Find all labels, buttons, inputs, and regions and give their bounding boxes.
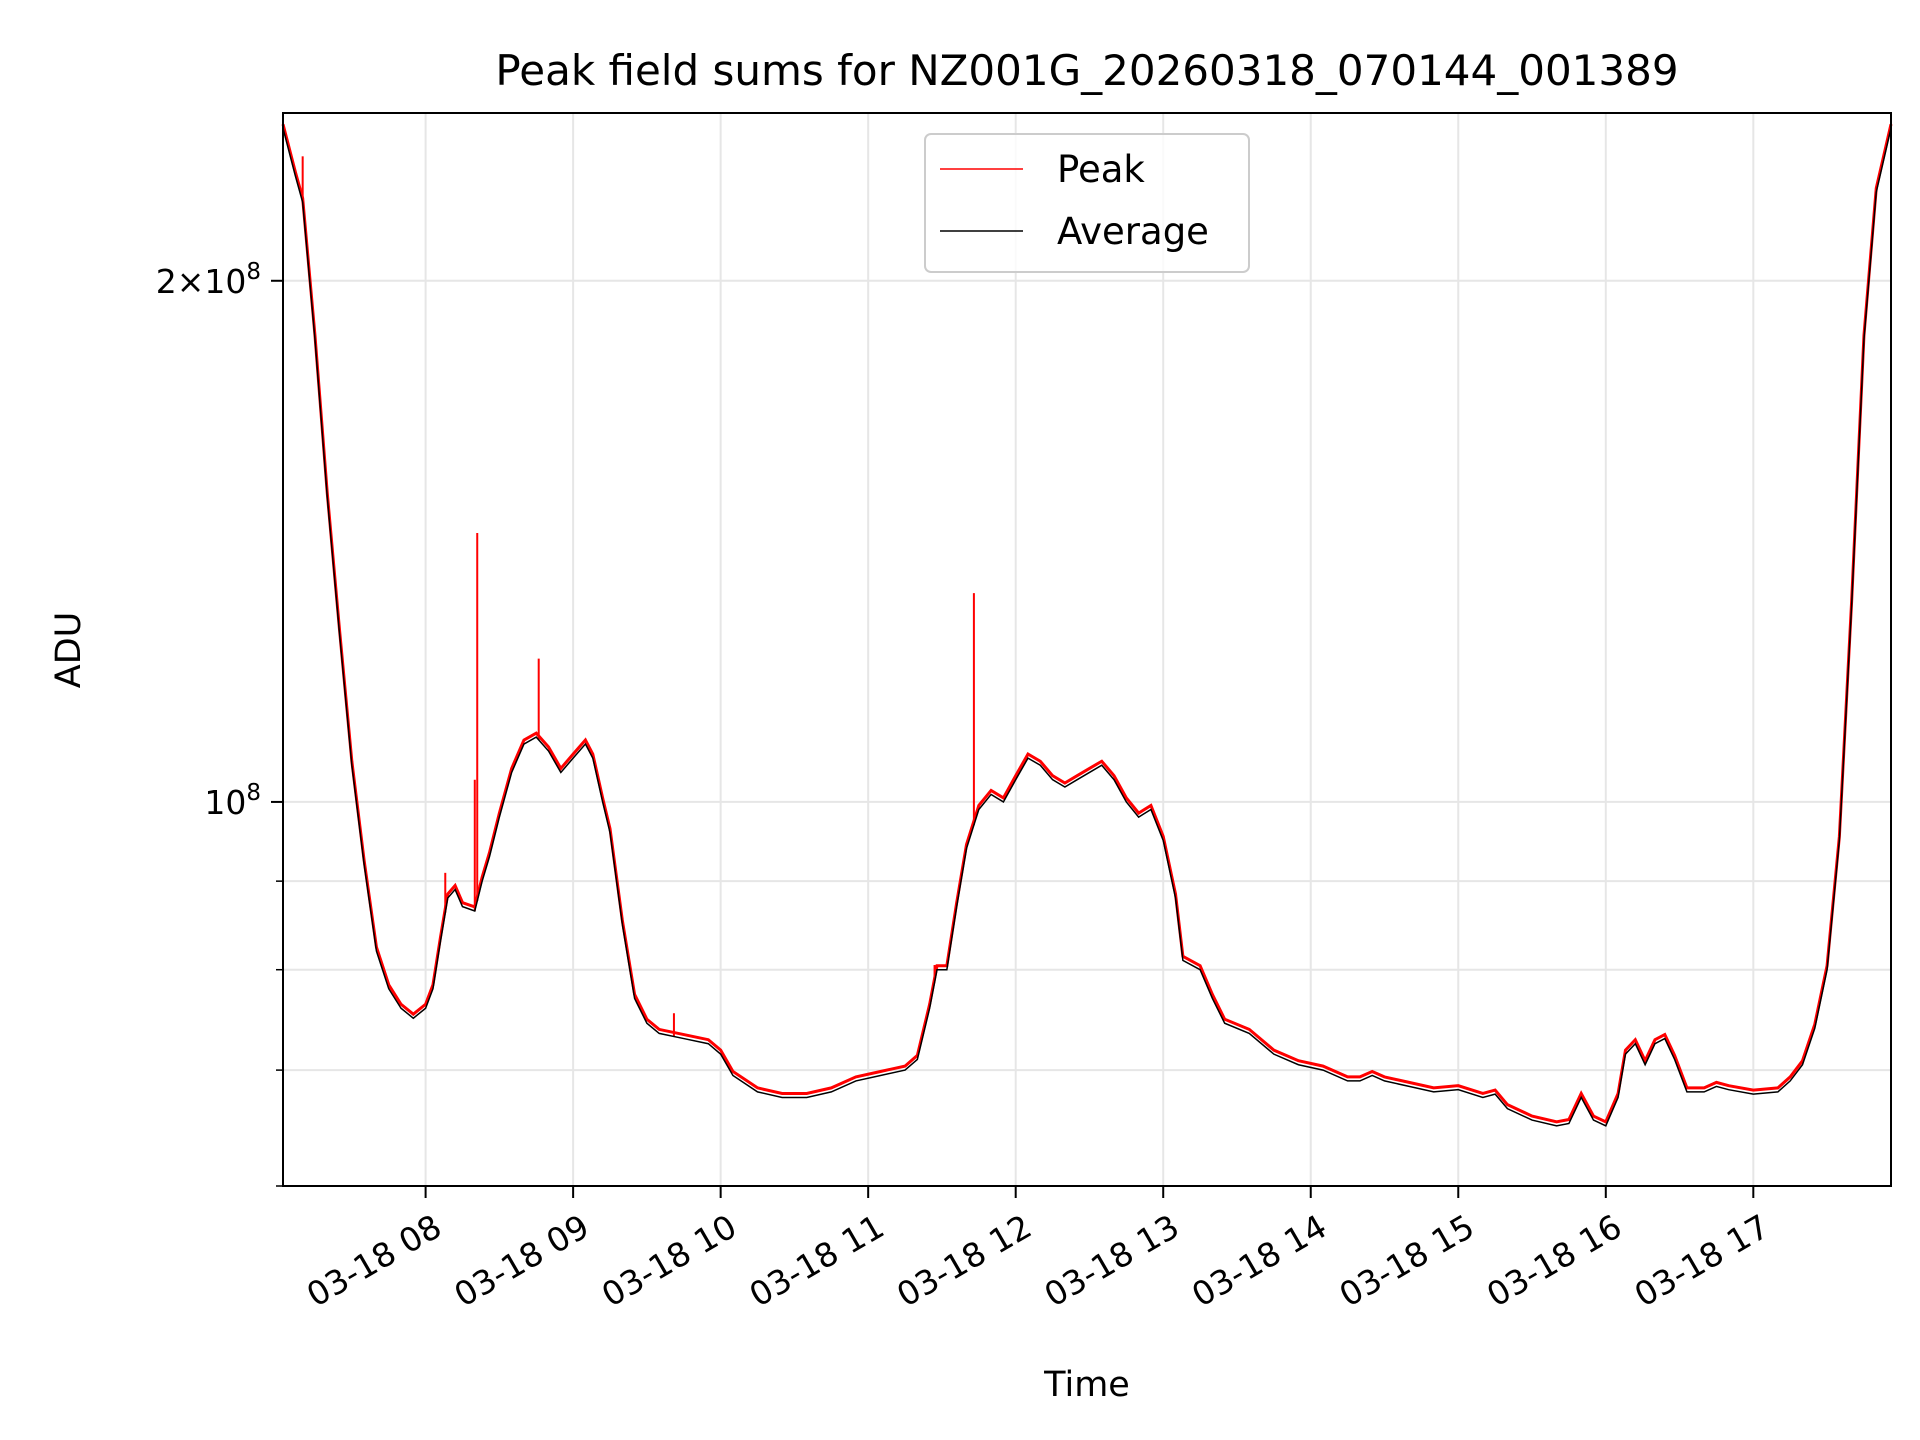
x-tick-label: 03-18 13	[1038, 1207, 1186, 1315]
y-axis-label: ADU	[49, 612, 89, 689]
x-tick-label: 03-18 09	[448, 1207, 596, 1315]
x-tick-label: 03-18 11	[743, 1207, 891, 1315]
legend-average-label: Average	[1057, 210, 1209, 253]
plot-frame	[282, 112, 1892, 1187]
series-line-average	[282, 128, 1892, 1127]
y-tick-label: 108	[204, 780, 261, 822]
grid-lines	[283, 113, 1891, 1187]
y-tick-label: 2×108	[156, 259, 261, 301]
x-tick-label: 03-18 16	[1480, 1207, 1628, 1315]
x-tick-label: 03-18 10	[595, 1207, 743, 1315]
x-tick-label: 03-18 12	[890, 1207, 1038, 1315]
legend-peak-label: Peak	[1057, 148, 1145, 191]
legend: Peak Average	[924, 133, 1250, 273]
series-line-peak	[281, 123, 1893, 1124]
x-axis-label: Time	[1043, 1365, 1130, 1405]
chart-title: Peak field sums for NZ001G_20260318_0701…	[495, 46, 1678, 95]
axis-ticks: 03-18 08 03-18 09 03-18 10 03-18 11 03-18 12…	[156, 259, 1776, 1315]
series-layer	[281, 123, 1893, 1127]
x-tick-label: 03-18 14	[1185, 1207, 1333, 1315]
x-tick-label: 03-18 08	[300, 1207, 448, 1315]
x-tick-label: 03-18 15	[1333, 1207, 1481, 1315]
x-tick-label: 03-18 17	[1628, 1207, 1776, 1315]
